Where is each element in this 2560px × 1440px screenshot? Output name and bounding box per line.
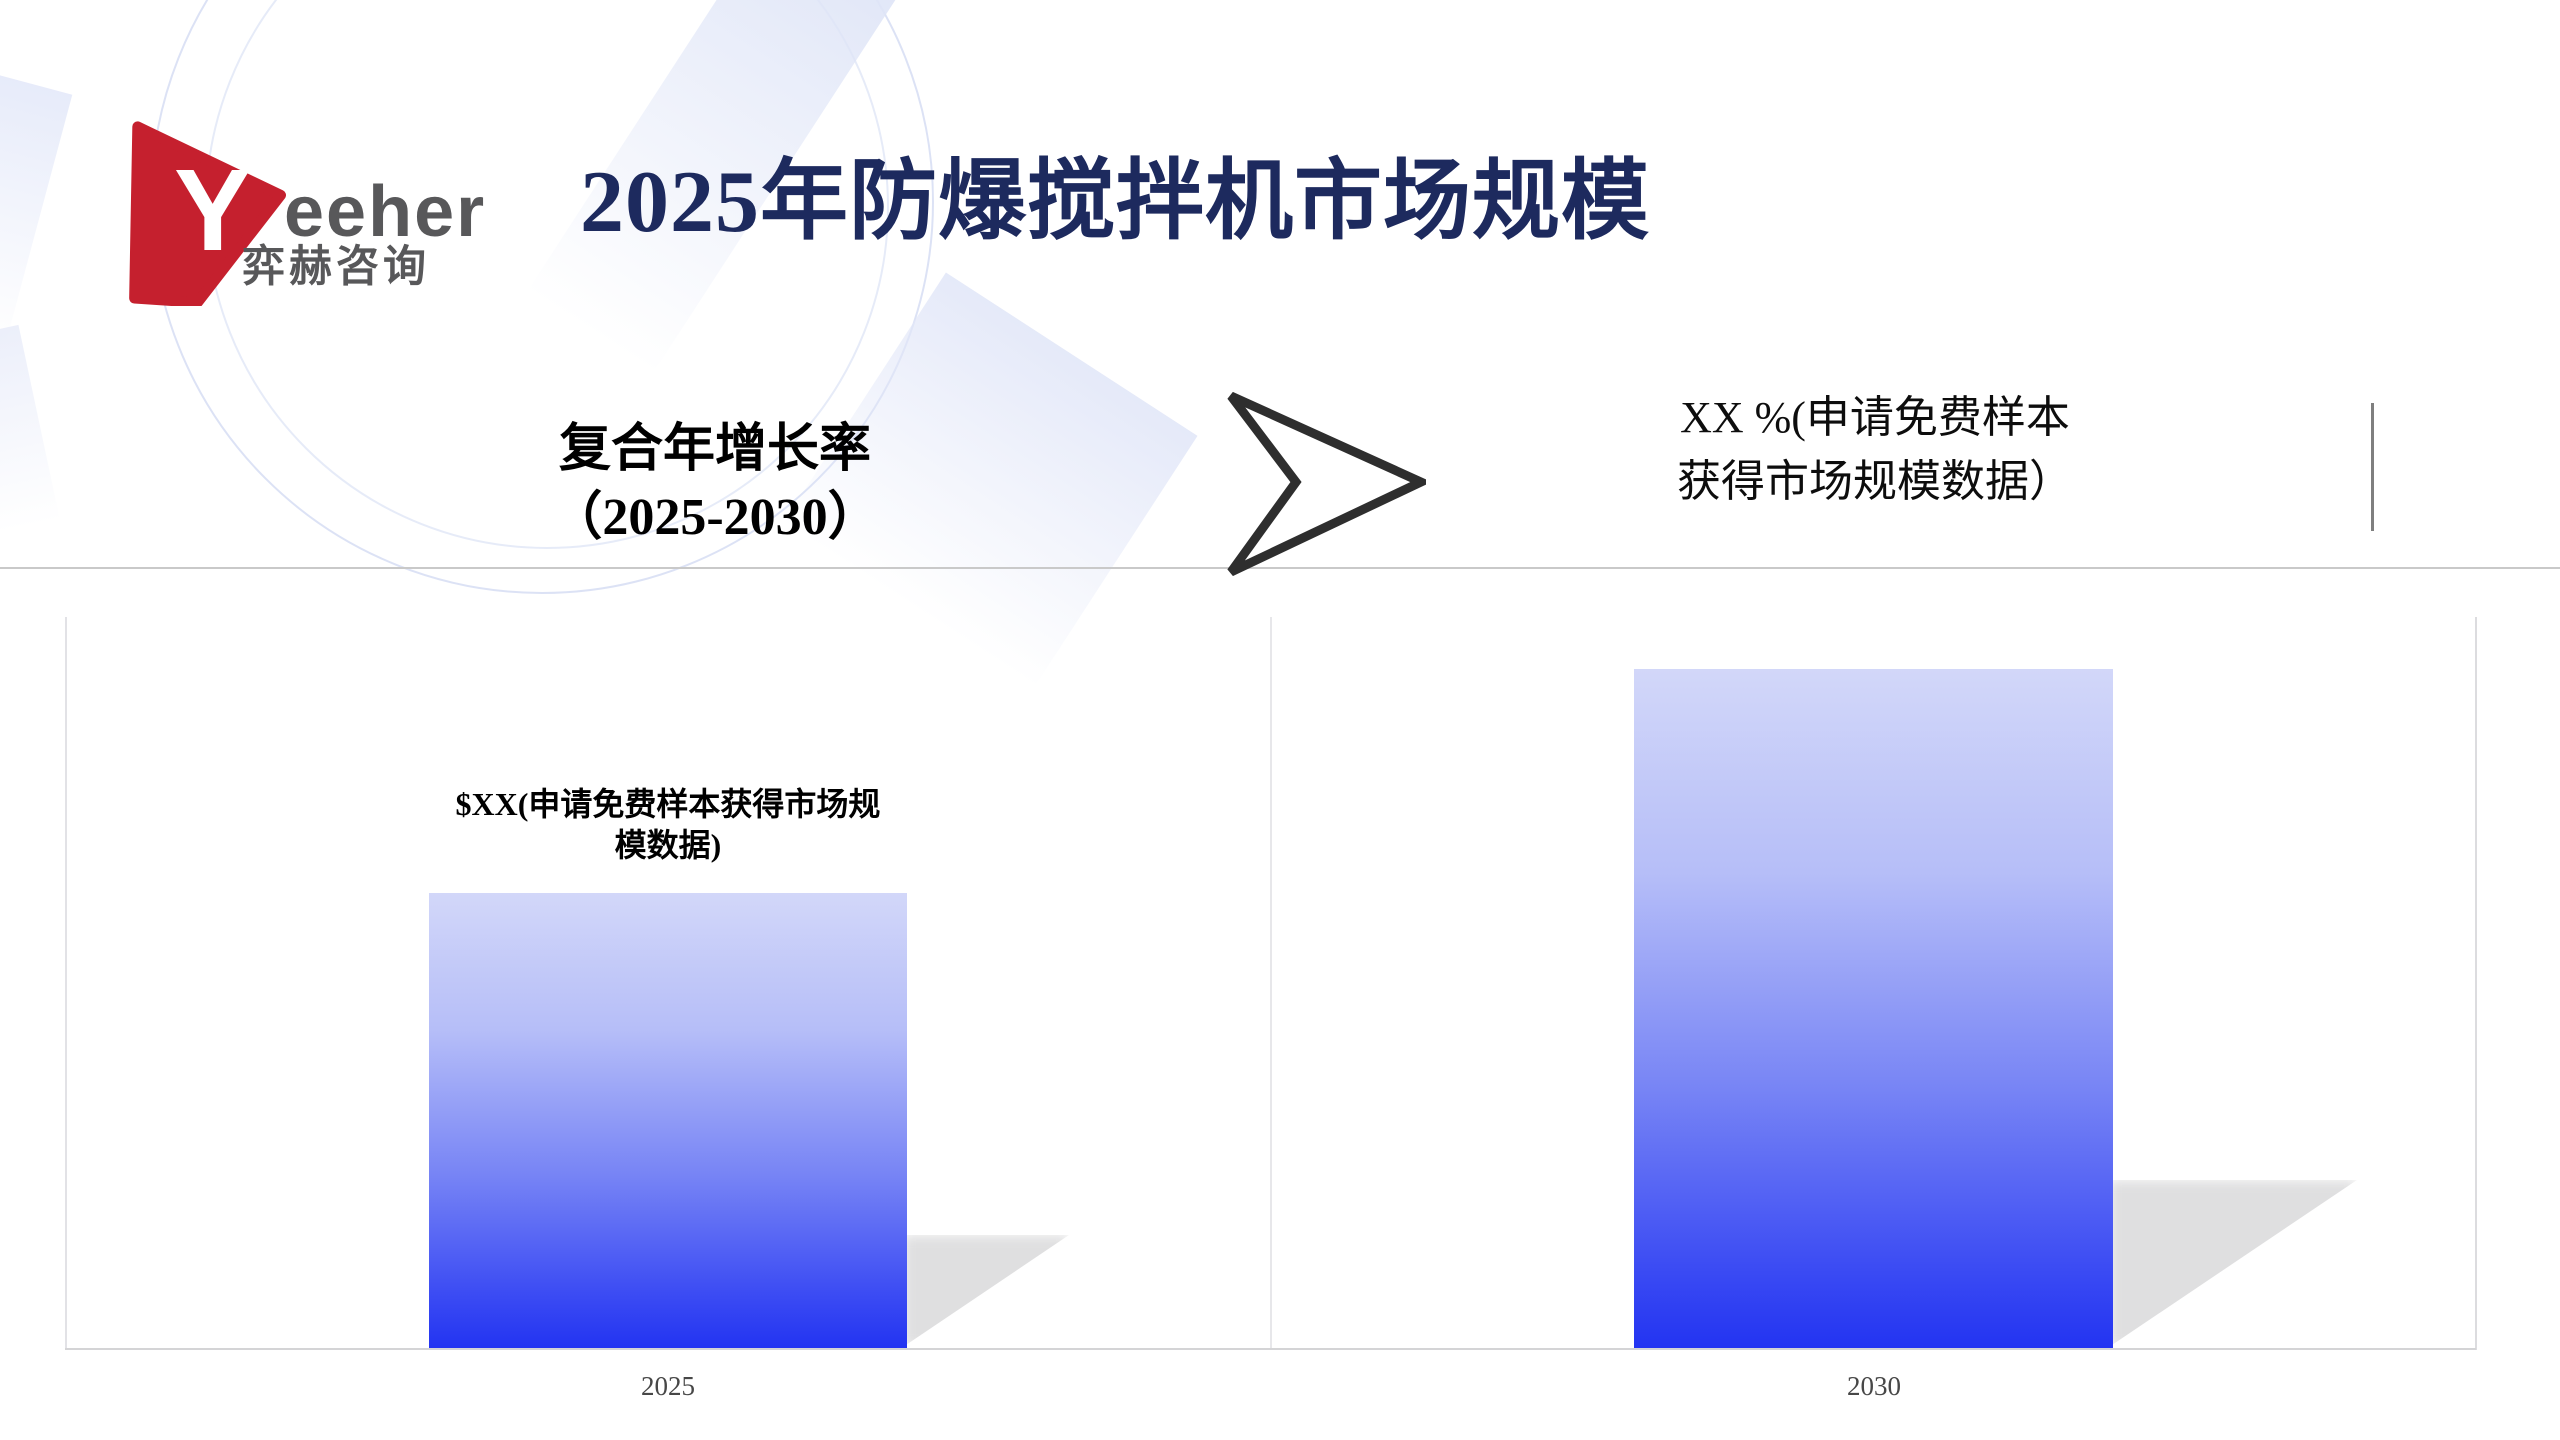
bar-shadow-2030: [2109, 1180, 2357, 1347]
background-swoosh-decoration: [0, 324, 61, 536]
yeeher-logo-icon: [129, 121, 286, 306]
arrow-right-icon: [1227, 392, 1426, 576]
bar-2025: [429, 893, 907, 1348]
background-swoosh-decoration: [0, 74, 73, 346]
growth-rate-label: XX %(申请免费样本 获得市场规模数据）: [1677, 393, 2073, 506]
bar-shadow-2025: [903, 1235, 1069, 1347]
x-tick-2025: 2025: [641, 1371, 695, 1401]
vertical-rule: [2371, 403, 2374, 531]
page-title: 2025年防爆搅拌机市场规模: [580, 154, 1651, 251]
chart-panel-right-border: [2475, 617, 2477, 1350]
section-divider: [0, 567, 2560, 569]
x-axis-baseline: [65, 1348, 2476, 1350]
logo-brand-text: eeher: [284, 172, 487, 252]
bar-2030: [1634, 669, 2113, 1348]
x-tick-2030: 2030: [1847, 1371, 1901, 1401]
logo-subtitle: 弈赫咨询: [242, 243, 430, 291]
chart-panel-left-border: [65, 617, 67, 1350]
cagr-label: 复合年增长率 （2025-2030）: [550, 421, 880, 546]
logo-letter-y: Y: [174, 145, 252, 275]
bar-value-label-2025: $XX(申请免费样本获得市场规 模数据): [455, 786, 881, 863]
chart-panel-middle-border: [1270, 617, 1272, 1350]
